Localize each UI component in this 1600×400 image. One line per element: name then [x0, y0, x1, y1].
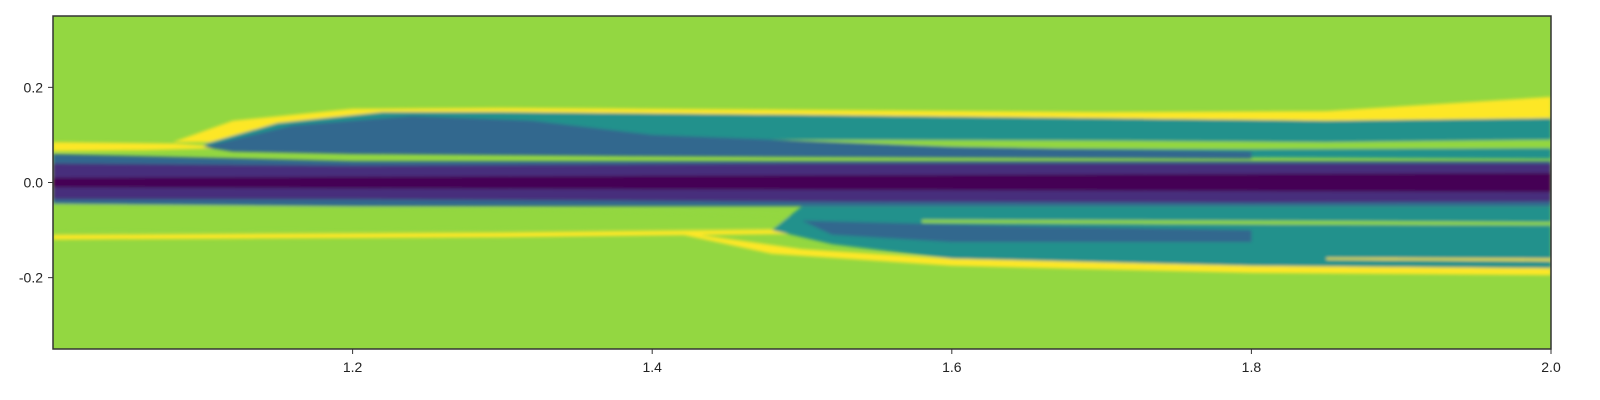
x-axis: 1.2 1.4 1.6 1.8 2.0	[343, 349, 1561, 375]
y-tick-label: 0.2	[24, 79, 44, 95]
region-upper-blue-body	[202, 115, 1252, 159]
heatmap-field	[53, 96, 1551, 276]
region-lower-green-streak	[921, 219, 1551, 226]
region-lower-blue-patch	[802, 220, 1252, 242]
region-lower-yellow-line	[53, 224, 982, 240]
x-tick-label: 1.6	[942, 359, 962, 375]
x-tick-label: 1.8	[1242, 359, 1262, 375]
region-upper-green-streak	[772, 139, 1551, 150]
x-tick-label: 1.4	[642, 359, 662, 375]
y-tick-label: 0.0	[24, 175, 44, 191]
y-axis: 0.2 0.0 -0.2	[19, 79, 53, 286]
x-tick-label: 1.2	[343, 359, 363, 375]
region-upper-thin-tail	[53, 142, 218, 152]
region-lower-green-wedge	[53, 203, 982, 231]
y-tick-label: -0.2	[19, 270, 43, 286]
x-tick-label: 2.0	[1541, 359, 1561, 375]
region-central-core-dark	[53, 173, 1551, 192]
region-lower-yellow-fringe	[1326, 257, 1551, 261]
